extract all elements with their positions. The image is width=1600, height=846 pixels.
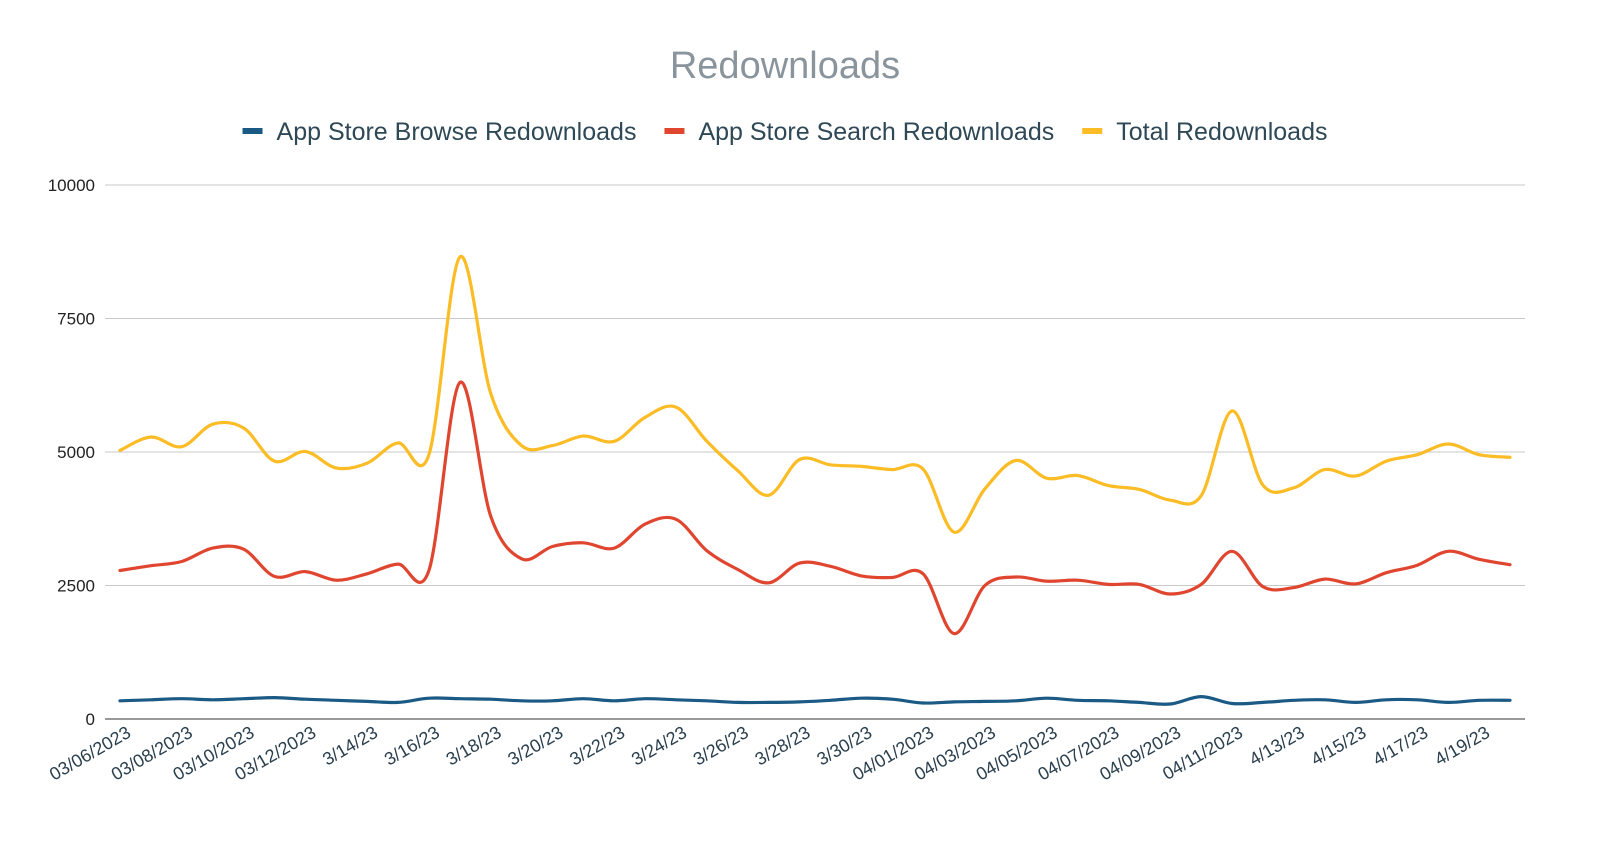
- legend-item: Total Redownloads: [1082, 118, 1327, 146]
- x-axis: 03/06/202303/08/202303/10/202303/12/2023…: [46, 722, 1493, 784]
- y-tick-label: 7500: [57, 310, 95, 329]
- x-tick-label: 3/16/23: [381, 722, 443, 769]
- y-axis: 0 2500 5000 7500 10000: [48, 176, 95, 729]
- legend-swatch: [1082, 128, 1103, 134]
- x-tick-label: 4/19/23: [1431, 722, 1493, 769]
- legend-swatch: [242, 128, 263, 134]
- series-line-1: [118, 380, 1512, 636]
- x-tick-label: 3/20/23: [504, 722, 566, 769]
- series-line-2: [118, 255, 1512, 534]
- x-tick-label: 4/15/23: [1308, 722, 1370, 769]
- y-tick-label: 10000: [48, 176, 95, 195]
- x-tick-label: 3/26/23: [690, 722, 752, 769]
- legend-label: App Store Search Redownloads: [698, 118, 1054, 146]
- y-tick-label: 2500: [57, 577, 95, 596]
- chart-title: Redownloads: [670, 45, 900, 87]
- x-tick-label: 3/14/23: [319, 722, 381, 769]
- legend-label: Total Redownloads: [1116, 118, 1327, 146]
- y-tick-label: 5000: [57, 443, 95, 462]
- legend-item: App Store Browse Redownloads: [242, 118, 637, 146]
- series-lines: [118, 255, 1512, 706]
- x-tick-label: 3/28/23: [752, 722, 814, 769]
- x-tick-label: 3/24/23: [628, 722, 690, 769]
- y-tick-label: 0: [86, 710, 95, 729]
- legend-label: App Store Browse Redownloads: [277, 118, 637, 146]
- x-tick-label: 3/22/23: [566, 722, 628, 769]
- x-tick-label: 4/17/23: [1369, 722, 1431, 769]
- legend-item: App Store Search Redownloads: [664, 118, 1054, 146]
- gridlines: [105, 184, 1525, 720]
- legend-swatch: [664, 128, 685, 134]
- x-tick-label: 4/13/23: [1246, 722, 1308, 769]
- x-tick-label: 3/18/23: [443, 722, 505, 769]
- legend: App Store Browse Redownloads App Store Se…: [242, 118, 1327, 146]
- series-line-0: [118, 694, 1512, 706]
